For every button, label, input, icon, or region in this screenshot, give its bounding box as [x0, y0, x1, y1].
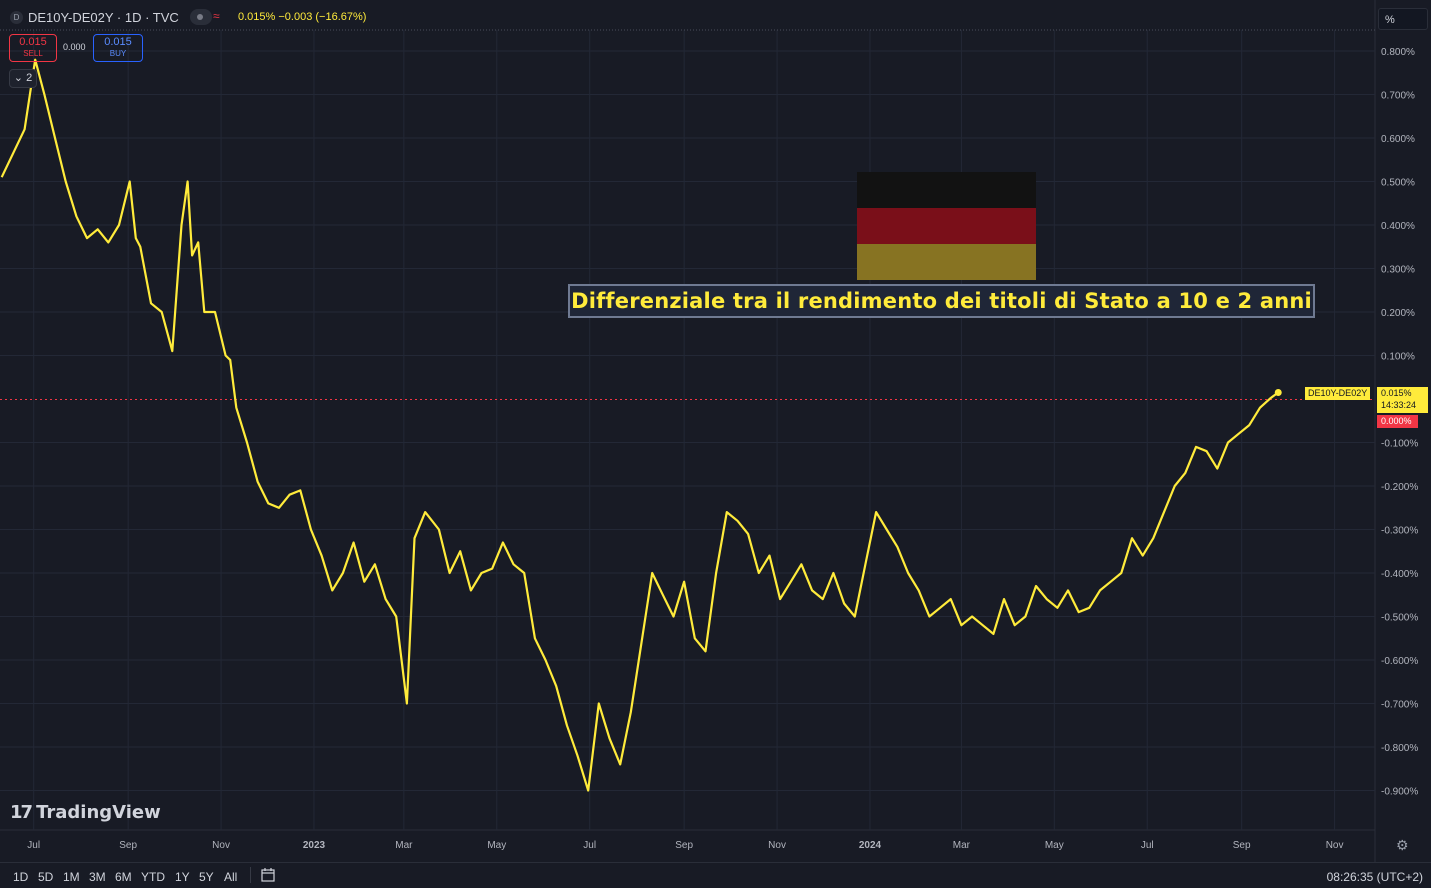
indicators-collapse-button[interactable]: ⌄ 2 [9, 69, 37, 88]
chart-header: D DE10Y-DE02Y · 1D · TVC ≈ 0.015% −0.003… [0, 0, 1375, 30]
x-tick-label: Jul [583, 840, 596, 851]
range-all[interactable]: All [224, 870, 238, 884]
gear-icon[interactable]: ⚙ [1396, 837, 1409, 853]
last-point-marker [1274, 388, 1282, 396]
y-tick-label: 0.700% [1381, 91, 1415, 102]
y-tick-label: -0.100% [1381, 439, 1418, 450]
symbol-logo-badge[interactable]: D [10, 11, 23, 24]
eye-icon[interactable] [190, 9, 212, 25]
sell-price: 0.015 [19, 36, 47, 48]
chevron-down-icon: ⌄ [13, 72, 24, 84]
annotation-text-box[interactable]: Differenziale tra il rendimento dei tito… [568, 284, 1315, 318]
toolbar-divider [250, 867, 251, 883]
flag-stripe-gold [857, 244, 1036, 280]
flag-stripe-red [857, 208, 1036, 244]
spread-value: 0.000 [63, 42, 86, 52]
indicator-count: 2 [26, 72, 33, 84]
x-tick-label: Mar [395, 840, 413, 851]
last-price-value: 0.015% [1381, 388, 1412, 398]
range-3m[interactable]: 3M [89, 870, 106, 884]
x-tick-label: May [487, 840, 506, 851]
zero-line-tag: 0.000% [1377, 415, 1418, 428]
range-5d[interactable]: 5D [38, 870, 54, 884]
x-tick-label: Nov [212, 840, 230, 851]
buy-button[interactable]: 0.015 BUY [93, 34, 143, 62]
buy-price: 0.015 [104, 36, 132, 48]
x-tick-label: Nov [768, 840, 786, 851]
y-tick-label: -0.500% [1381, 613, 1418, 624]
y-tick-label: -0.900% [1381, 787, 1418, 798]
x-tick-label: 2023 [303, 840, 326, 851]
last-price-tag: 0.015% 14:33:24 [1377, 387, 1428, 413]
y-tick-label: 0.500% [1381, 178, 1415, 189]
x-tick-label: May [1045, 840, 1064, 851]
tradingview-mark-icon: 17 [10, 802, 33, 823]
y-tick-label: 0.300% [1381, 265, 1415, 276]
ohlc-values: 0.015% −0.003 (−16.67%) [238, 11, 367, 23]
x-tick-label: Jul [1141, 840, 1154, 851]
x-tick-label: Sep [1233, 840, 1251, 851]
bar-countdown: 14:33:24 [1381, 400, 1417, 410]
y-tick-label: 0.400% [1381, 221, 1415, 232]
timezone-clock[interactable]: 08:26:35 (UTC+2) [1326, 870, 1423, 884]
y-tick-label: 0.800% [1381, 47, 1415, 58]
sell-button[interactable]: 0.015 SELL [9, 34, 57, 62]
flag-stripe-black [857, 172, 1036, 208]
range-ytd[interactable]: YTD [141, 870, 165, 884]
x-tick-label: Jul [27, 840, 40, 851]
y-tick-label: 0.100% [1381, 352, 1415, 363]
y-tick-label: 0.200% [1381, 308, 1415, 319]
symbol-title[interactable]: DE10Y-DE02Y · 1D · TVC [28, 10, 179, 25]
series-line-de10y-de02y [0, 58, 1279, 792]
x-tick-label: Mar [953, 840, 971, 851]
buy-label: BUY [109, 49, 127, 58]
x-tick-label: Sep [675, 840, 693, 851]
sell-label: SELL [23, 49, 43, 58]
y-tick-label: 0.600% [1381, 134, 1415, 145]
price-scale-unit-button[interactable]: % [1378, 8, 1428, 30]
x-tick-label: Nov [1326, 840, 1344, 851]
y-tick-label: -0.700% [1381, 700, 1418, 711]
calendar-goto-icon[interactable] [260, 867, 276, 883]
range-1y[interactable]: 1Y [175, 870, 190, 884]
range-6m[interactable]: 6M [115, 870, 132, 884]
tradingview-logo[interactable]: 17 TradingView [10, 802, 161, 823]
range-5y[interactable]: 5Y [199, 870, 214, 884]
bottom-toolbar: 1D 5D 1M 3M 6M YTD 1Y 5Y All 08:26:35 (U… [0, 862, 1431, 888]
series-symbol-tag: DE10Y-DE02Y [1305, 387, 1371, 400]
range-1d[interactable]: 1D [13, 870, 29, 884]
y-tick-label: -0.200% [1381, 482, 1418, 493]
y-tick-label: -0.300% [1381, 526, 1418, 537]
y-tick-label: -0.400% [1381, 569, 1418, 580]
x-tick-label: 2024 [859, 840, 882, 851]
y-tick-label: -0.600% [1381, 656, 1418, 667]
data-wave-icon[interactable]: ≈ [213, 9, 220, 23]
y-tick-label: -0.800% [1381, 743, 1418, 754]
x-tick-label: Sep [119, 840, 137, 851]
range-1m[interactable]: 1M [63, 870, 80, 884]
tradingview-wordmark: TradingView [36, 802, 161, 823]
